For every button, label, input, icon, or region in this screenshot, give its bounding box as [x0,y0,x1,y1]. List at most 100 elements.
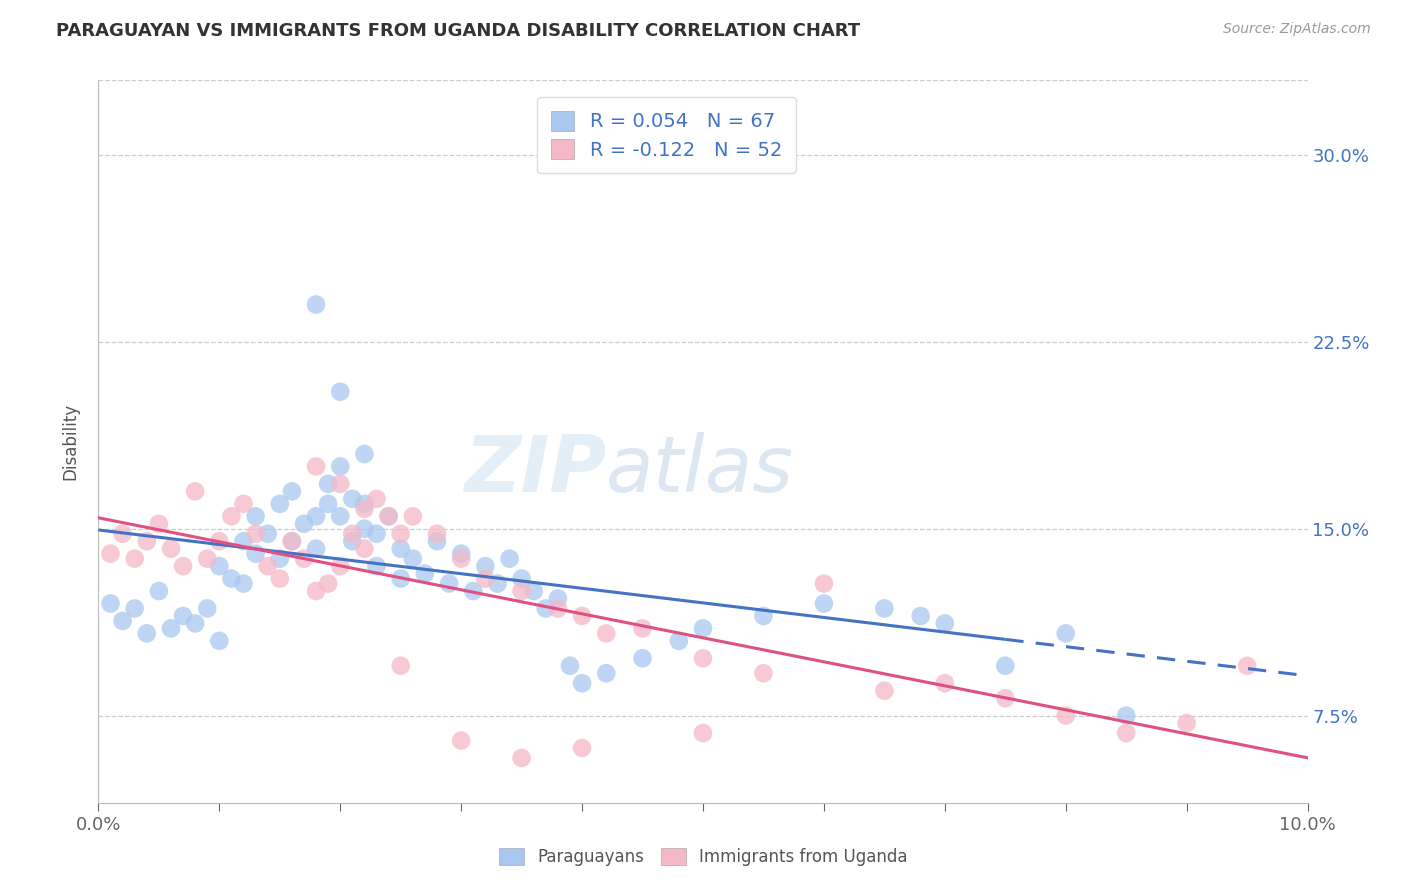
Text: ZIP: ZIP [464,433,606,508]
Point [910,609,932,624]
Point [366,526,388,541]
Point [329,384,352,399]
Point [873,683,896,698]
Point [172,609,194,624]
Point [1054,626,1077,640]
Point [208,633,231,648]
Point [342,491,364,506]
Point [124,551,146,566]
Point [813,576,835,591]
Point [631,621,654,635]
Point [692,621,714,635]
Point [934,676,956,690]
Point [316,476,339,491]
Point [100,597,122,611]
Point [668,633,690,648]
Point [281,534,304,549]
Point [571,676,593,690]
Point [994,658,1017,673]
Point [160,621,183,635]
Point [281,534,304,549]
Point [316,497,339,511]
Point [366,491,388,506]
Point [160,541,183,556]
Point [510,572,533,586]
Point [377,509,399,524]
Point [558,658,581,673]
Point [534,601,557,615]
Point [232,497,254,511]
Point [195,601,218,615]
Point [353,522,375,536]
Point [353,497,375,511]
Point [426,534,449,549]
Point [281,484,304,499]
Point [208,559,231,574]
Point [269,497,291,511]
Text: Source: ZipAtlas.com: Source: ZipAtlas.com [1223,22,1371,37]
Point [1115,726,1137,740]
Point [474,572,496,586]
Point [389,658,412,673]
Point [389,572,412,586]
Point [426,526,449,541]
Point [631,651,654,665]
Point [389,526,412,541]
Point [232,534,254,549]
Point [595,626,617,640]
Point [450,551,472,566]
Point [547,591,569,606]
Point [1115,708,1137,723]
Point [571,741,593,756]
Point [437,576,460,591]
Point [486,576,509,591]
Point [752,666,775,681]
Point [256,559,278,574]
Point [498,551,520,566]
Point [111,614,134,628]
Point [292,516,315,531]
Point [305,297,328,311]
Text: atlas: atlas [606,433,794,508]
Point [934,616,956,631]
Point [463,584,485,599]
Point [329,476,352,491]
Point [377,509,399,524]
Point [692,726,714,740]
Point [305,541,328,556]
Point [316,576,339,591]
Point [269,551,291,566]
Point [353,501,375,516]
Point [342,534,364,549]
Point [256,526,278,541]
Point [366,559,388,574]
Point [221,572,243,586]
Y-axis label: Disability: Disability [62,403,80,480]
Text: PARAGUAYAN VS IMMIGRANTS FROM UGANDA DISABILITY CORRELATION CHART: PARAGUAYAN VS IMMIGRANTS FROM UGANDA DIS… [56,22,860,40]
Point [172,559,194,574]
Point [135,534,157,549]
Point [221,509,243,524]
Point [595,666,617,681]
Point [813,597,835,611]
Legend: Paraguayans, Immigrants from Uganda: Paraguayans, Immigrants from Uganda [491,840,915,875]
Point [1175,716,1198,731]
Point [195,551,218,566]
Point [111,526,134,541]
Point [184,484,207,499]
Point [292,551,315,566]
Point [994,691,1017,706]
Point [124,601,146,615]
Point [450,733,472,747]
Point [100,547,122,561]
Point [269,572,291,586]
Point [389,541,412,556]
Point [413,566,436,581]
Point [305,459,328,474]
Point [510,751,533,765]
Point [245,509,267,524]
Point [342,526,364,541]
Point [208,534,231,549]
Point [329,459,352,474]
Point [1236,658,1258,673]
